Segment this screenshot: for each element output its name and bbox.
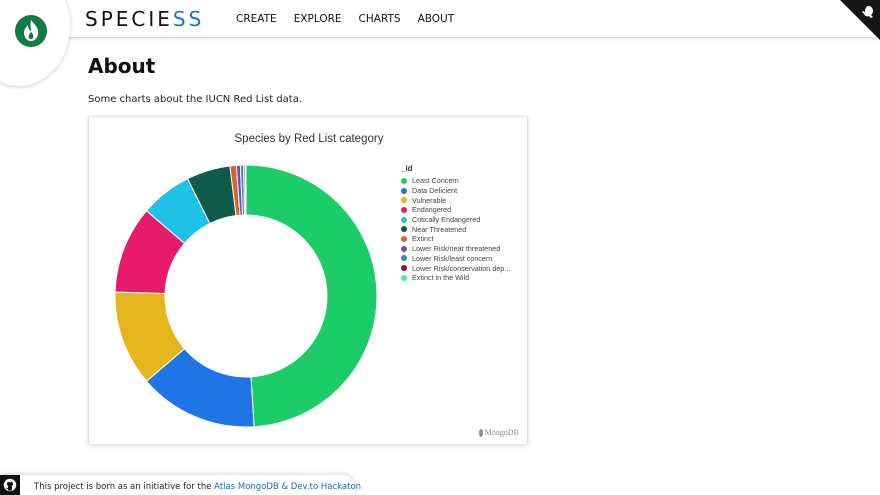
legend-label: Lower Risk/conservation dep...	[412, 263, 511, 273]
legend-item[interactable]: Lower Risk/conservation dep...	[401, 263, 510, 273]
nav-links: CREATE EXPLORE CHARTS ABOUT	[236, 12, 471, 26]
legend-label: Lower Risk/near threatened	[412, 244, 501, 254]
nav-charts[interactable]: CHARTS	[358, 13, 401, 25]
legend-item[interactable]: Critically Endangered	[401, 215, 510, 225]
legend-swatch	[401, 187, 407, 194]
legend-swatch	[401, 216, 407, 223]
donut-chart	[114, 164, 378, 428]
github-corner-icon[interactable]	[840, 0, 880, 40]
chart-card: Species by Red List category _id Least C…	[88, 116, 528, 445]
legend-label: Least Concern	[412, 176, 459, 186]
brand-main: SPECIE	[85, 7, 173, 31]
legend-label: Critically Endangered	[412, 215, 481, 225]
chart-legend: _id Least Concern Data Deficient Vulnerabl…	[401, 164, 510, 283]
legend-label: Extinct	[412, 234, 434, 244]
legend-item[interactable]: Extinct in the Wild	[401, 273, 510, 283]
mongodb-leaf-icon	[478, 428, 483, 437]
slice-extinct-in-the-wild[interactable]	[244, 164, 247, 216]
legend-label: Endangered	[412, 205, 452, 215]
brand-accent: SS	[172, 7, 205, 31]
legend-label: Near Threatened	[412, 224, 467, 234]
legend-swatch	[401, 206, 407, 213]
mongodb-watermark: MongoDB	[478, 428, 519, 437]
legend-swatch	[401, 255, 407, 262]
legend-item[interactable]: Vulnerable	[401, 195, 510, 205]
legend-item[interactable]: Data Deficient	[401, 186, 510, 196]
watermark-text: MongoDB	[484, 428, 519, 437]
legend-swatch	[401, 226, 407, 233]
legend-swatch	[401, 235, 407, 242]
legend-item[interactable]: Least Concern	[401, 176, 510, 186]
nav-create[interactable]: CREATE	[236, 13, 277, 25]
nav-explore[interactable]: EXPLORE	[293, 13, 342, 25]
legend-label: Extinct in the Wild	[412, 273, 470, 283]
legend-swatch	[401, 274, 407, 281]
flame-leaf-logo-icon	[15, 15, 47, 47]
legend-item[interactable]: Endangered	[401, 205, 510, 215]
legend-item[interactable]: Lower Risk/least concern	[401, 254, 510, 264]
legend-title: _id	[401, 164, 413, 173]
slice-least-concern[interactable]	[245, 164, 378, 428]
legend-swatch	[401, 265, 407, 272]
footer-text: This project is born as an initiative fo…	[34, 482, 361, 492]
legend-items: Least Concern Data Deficient Vulnerable End…	[401, 176, 510, 283]
legend-item[interactable]: Extinct	[401, 234, 510, 244]
intro-text: Some charts about the IUCN Red List data…	[88, 94, 302, 105]
hackathon-link[interactable]: Atlas MongoDB & Dev.to Hackaton	[214, 482, 362, 492]
footer-message: This project is born as an initiative fo…	[34, 482, 215, 492]
legend-item[interactable]: Near Threatened	[401, 224, 510, 234]
legend-swatch	[401, 197, 407, 204]
legend-label: Lower Risk/least concern	[412, 253, 493, 263]
footer: This project is born as an initiative fo…	[0, 475, 361, 495]
legend-swatch	[401, 177, 407, 184]
legend-label: Vulnerable	[412, 195, 447, 205]
brand-logotype[interactable]: SPECIESS	[85, 7, 204, 31]
top-navbar: SPECIESS CREATE EXPLORE CHARTS ABOUT	[0, 0, 880, 38]
legend-label: Data Deficient	[412, 186, 458, 196]
page-title: About	[88, 54, 156, 78]
legend-swatch	[401, 245, 407, 252]
github-icon[interactable]	[0, 475, 20, 495]
legend-item[interactable]: Lower Risk/near threatened	[401, 244, 510, 254]
nav-about[interactable]: ABOUT	[417, 13, 455, 25]
chart-title: Species by Red List category	[234, 133, 384, 145]
